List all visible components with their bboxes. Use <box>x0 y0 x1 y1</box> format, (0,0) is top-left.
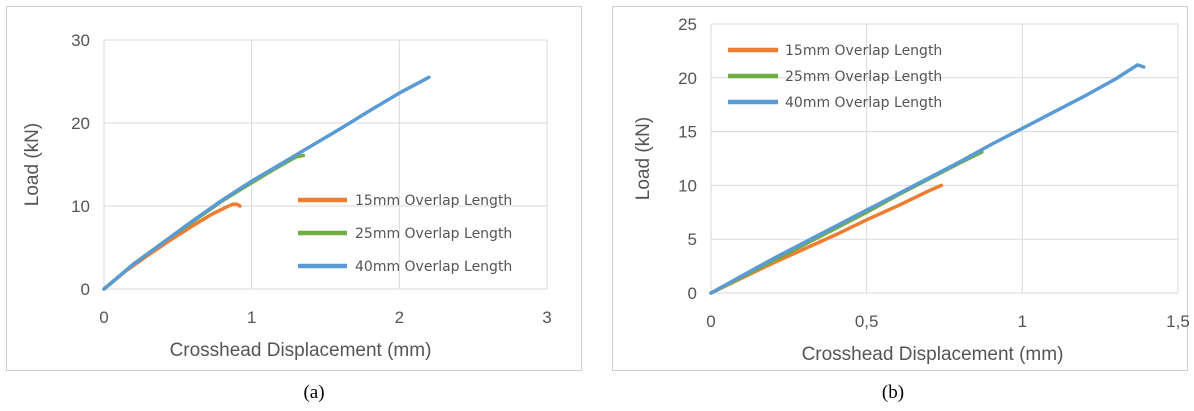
caption-a: (a) <box>303 382 325 403</box>
x-axis-title: Crosshead Displacement (mm) <box>802 344 1064 365</box>
y-tick-label: 10 <box>71 197 90 216</box>
series-line-40mm <box>102 75 431 291</box>
legend-label: 40mm Overlap Length <box>785 95 942 111</box>
series-line-15mm <box>102 202 242 291</box>
series-line-40mm <box>709 63 1146 295</box>
chart-a-svg: 0 10 20 30 0 1 2 3 Crosshead Displacement (mm) Lo… <box>22 31 552 361</box>
y-tick-label: 25 <box>678 15 697 34</box>
x-tick-label: 2 <box>395 308 404 327</box>
y-tick-label: 15 <box>678 123 697 142</box>
x-tick-label: 0 <box>99 308 108 327</box>
x-tick-label: 0 <box>706 312 715 331</box>
legend-label: 15mm Overlap Length <box>785 43 942 59</box>
x-tick-label: 1,5 <box>1166 312 1189 331</box>
y-tick-label: 0 <box>688 284 697 303</box>
y-tick-label: 20 <box>678 69 697 88</box>
chart-b-svg: 0 5 10 15 20 25 0 0,5 1 1,5 Crosshead Displacement… <box>633 15 1189 365</box>
x-tick-label: 0,5 <box>855 312 879 331</box>
x-tick-label: 3 <box>542 308 551 327</box>
y-axis-title: Load (kN) <box>22 123 43 206</box>
y-tick-label: 5 <box>688 230 697 249</box>
y-tick-label: 0 <box>81 280 90 299</box>
x-tick-label: 1 <box>1018 312 1027 331</box>
y-axis-title: Load (kN) <box>633 117 654 200</box>
y-tick-label: 30 <box>71 31 90 50</box>
chart-panel-b: 0 5 10 15 20 25 0 0,5 1 1,5 Crosshead Displacement… <box>612 6 1189 371</box>
legend-label: 40mm Overlap Length <box>355 259 512 275</box>
chart-panel-a: 0 10 20 30 0 1 2 3 Crosshead Displacement (mm) Lo… <box>6 6 582 371</box>
caption-b: (b) <box>881 382 905 403</box>
y-tick-label: 10 <box>678 176 697 195</box>
legend-label: 25mm Overlap Length <box>355 226 512 242</box>
y-tick-label: 20 <box>71 114 90 133</box>
series-line-25mm <box>102 153 306 291</box>
legend-label: 15mm Overlap Length <box>355 193 512 209</box>
x-axis-title: Crosshead Displacement (mm) <box>170 340 432 361</box>
legend-label: 25mm Overlap Length <box>785 69 942 85</box>
x-tick-label: 1 <box>247 308 256 327</box>
